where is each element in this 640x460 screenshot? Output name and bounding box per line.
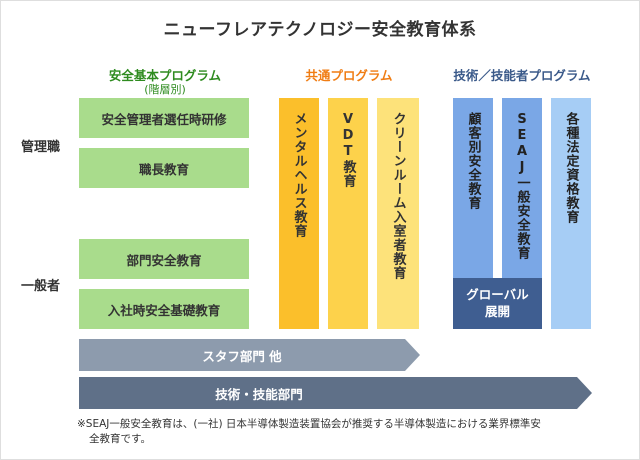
tech-box-legal-qualification: 各種法定資格教育 [551,98,591,329]
technical-department-arrow-shape [79,377,592,409]
header-technical-program: 技術／技能者プログラム [453,68,591,83]
common-box-vdt: VDT教育 [328,98,368,329]
basic-box-department-safety: 部門安全教育 [79,239,249,279]
header-safety-basic-program: 安全基本プログラム [108,68,222,83]
footnote-line2: 全教育です。 [89,433,151,446]
basic-box-label: 部門安全教育 [126,252,202,268]
global-label-line1: グローバル [466,286,529,302]
basic-box-label: 安全管理者選任時研修 [101,111,227,127]
footnote-line1: ※SEAJ一般安全教育は、(一社) 日本半導体製造装置協会が推奨する半導体製造に… [77,418,541,430]
staff-department-arrow-label: スタフ部門 他 [202,348,282,364]
basic-box-safety-manager-training: 安全管理者選任時研修 [79,98,249,138]
staff-department-arrow-shape [79,339,420,371]
row-label-management: 管理職 [21,140,61,155]
tech-box-label: 各種法定資格教育 [563,112,579,224]
common-box-label: クリーンルーム入室者教育 [390,112,406,280]
basic-box-label: 入社時安全基礎教育 [107,302,221,318]
common-box-label: メンタルヘルス教育 [291,112,307,238]
diagram-title: ニューフレアテクノロジー安全教育体系 [163,20,477,40]
basic-box-new-hire-safety: 入社時安全基礎教育 [79,289,249,329]
tech-box-seaj-general-safety: SEAJ一般安全教育 [502,98,542,278]
row-label-general: 一般者 [21,279,61,294]
tech-box-label: 顧客別安全教育 [465,112,481,210]
global-label-line2: 展開 [484,303,510,319]
global-expansion-box: グローバル 展開 [453,278,542,329]
tech-box-customer-safety: 顧客別安全教育 [453,98,493,278]
header-common-program: 共通プログラム [305,68,393,83]
basic-box-foreman-education: 職長教育 [79,148,249,188]
common-box-label: VDT教育 [340,112,356,188]
tech-box-label: SEAJ一般安全教育 [514,112,530,260]
basic-box-label: 職長教育 [138,161,189,177]
technical-department-arrow-label: 技術・技能部門 [215,386,303,402]
common-box-cleanroom: クリーンルーム入室者教育 [377,98,419,329]
header-safety-basic-subtitle: (階層別) [144,83,186,96]
footnote: ※SEAJ一般安全教育は、(一社) 日本半導体製造装置協会が推奨する半導体製造に… [77,417,617,447]
common-box-mental-health: メンタルヘルス教育 [279,98,319,329]
